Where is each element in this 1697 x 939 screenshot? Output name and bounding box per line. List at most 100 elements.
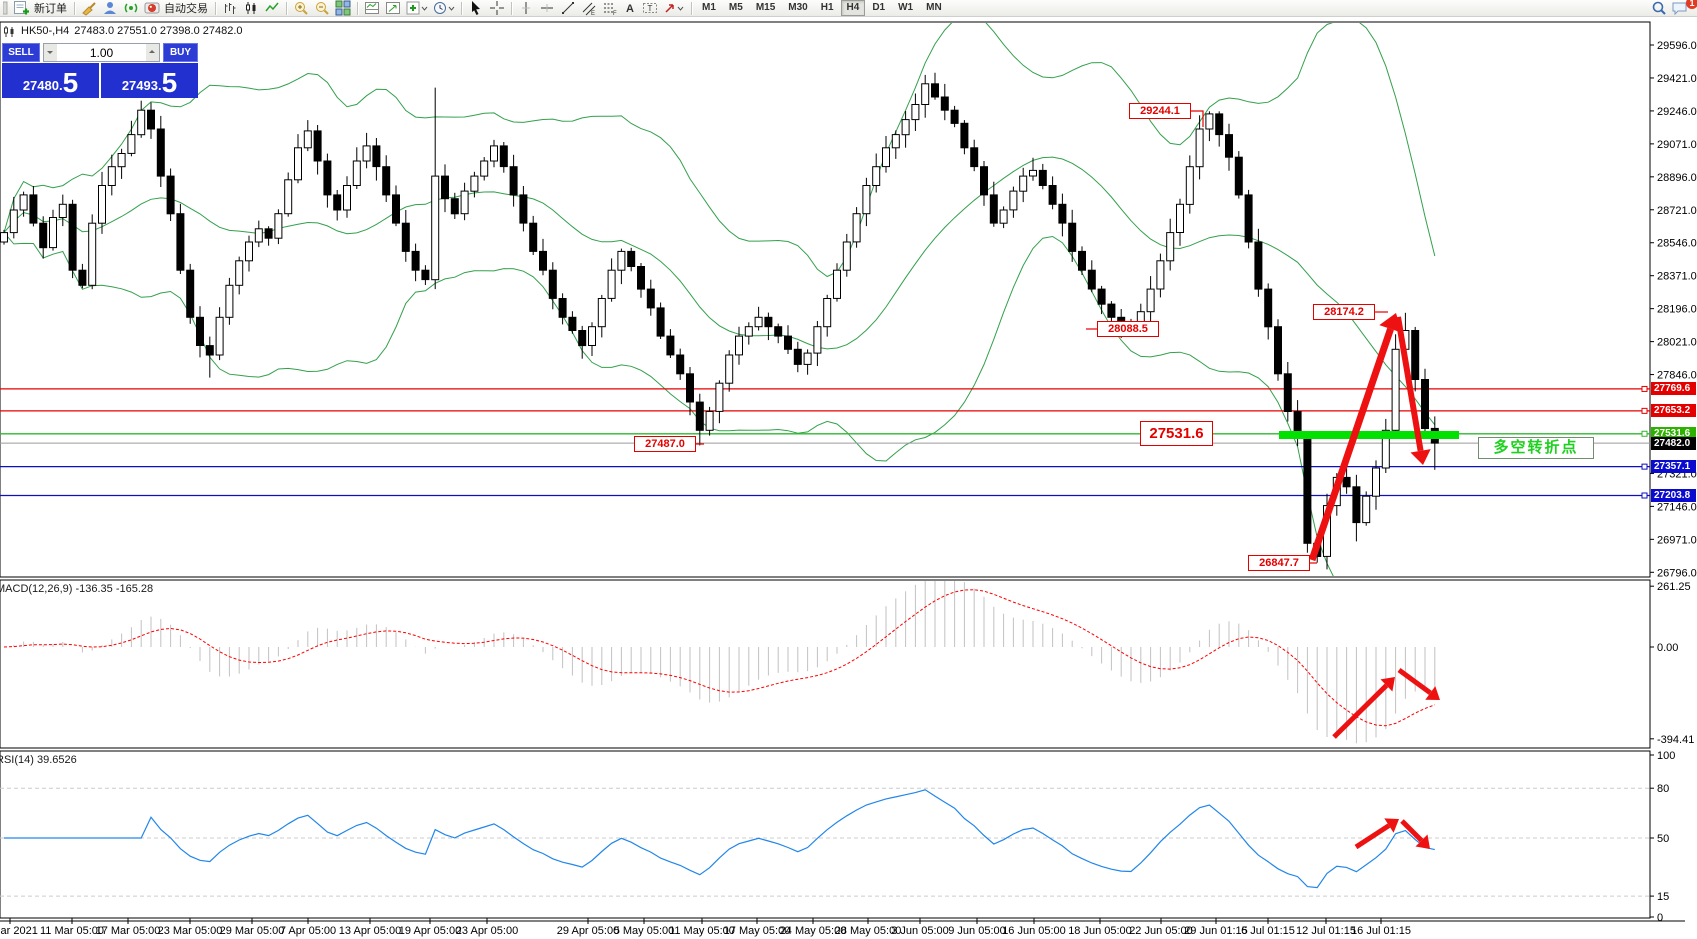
timeframe-button-w1[interactable]: W1 xyxy=(898,2,914,13)
price-tick-label: 28896.0 xyxy=(1657,172,1697,184)
rsi-ind-label: RSI(14) 39.6526 xyxy=(0,754,77,766)
time-tick-label: 17 Mar 05:00 xyxy=(96,925,161,937)
trend-arrow[interactable] xyxy=(1400,819,1424,843)
price-flag[interactable]: 29244.1 xyxy=(1129,103,1191,119)
candle-body xyxy=(1342,476,1351,488)
timeframe-button-d1[interactable]: D1 xyxy=(872,2,886,13)
line-handle[interactable] xyxy=(1641,407,1648,414)
candle-body xyxy=(852,213,861,243)
timeframe-button-m30[interactable]: M30 xyxy=(788,2,808,13)
profiles-icon[interactable] xyxy=(100,0,120,16)
horizontal-line-icon[interactable] xyxy=(537,0,557,16)
fibonacci-icon[interactable]: F xyxy=(600,0,620,16)
trend-arrow[interactable] xyxy=(1397,667,1432,695)
volume-input[interactable] xyxy=(57,44,146,61)
timeframe-button-mn[interactable]: MN xyxy=(926,2,942,13)
new-order-label[interactable]: 新订单 xyxy=(34,3,67,15)
trend-arrow[interactable] xyxy=(1354,823,1391,850)
trend-arrow[interactable] xyxy=(1395,316,1424,452)
line-chart-icon[interactable] xyxy=(262,0,282,16)
candle-body xyxy=(1264,288,1273,328)
candle-body xyxy=(519,194,528,224)
svg-text:E: E xyxy=(591,11,595,16)
timeframe-button-m5[interactable]: M5 xyxy=(728,2,743,13)
indicators-list-icon[interactable] xyxy=(383,0,403,16)
candle-body xyxy=(98,185,106,224)
candle-body xyxy=(607,269,616,299)
line-handle[interactable] xyxy=(1641,430,1648,437)
candle-body xyxy=(205,345,214,356)
buy-price-display[interactable]: 27493. 5 xyxy=(101,63,198,98)
broom-icon[interactable] xyxy=(79,0,99,16)
crosshair-icon[interactable] xyxy=(487,0,507,16)
support-band-object[interactable] xyxy=(1279,431,1459,439)
candle-body xyxy=(245,241,253,262)
text-icon[interactable]: A xyxy=(621,0,639,16)
sell-price-pip: 5 xyxy=(62,67,79,98)
volume-decrease-button[interactable] xyxy=(44,44,57,61)
candle-body xyxy=(1048,185,1057,205)
add-indicator-icon[interactable] xyxy=(404,0,430,16)
candle-body xyxy=(999,209,1008,224)
sell-price-display[interactable]: 27480. 5 xyxy=(2,63,99,98)
new-order-icon[interactable] xyxy=(11,0,32,16)
candle-body xyxy=(470,175,479,192)
text-label-icon[interactable]: T xyxy=(640,0,660,16)
price-flag[interactable]: 28088.5 xyxy=(1097,321,1159,337)
autotrading-label[interactable]: 自动交易 xyxy=(164,3,208,15)
period-clock-icon[interactable] xyxy=(431,0,457,16)
candle-body xyxy=(490,145,498,162)
toolbar-separator xyxy=(74,1,75,15)
note-text-object[interactable]: 多空转折点 xyxy=(1478,437,1594,459)
zoom-in-icon[interactable] xyxy=(291,0,311,16)
notification-badge[interactable]: 1 xyxy=(1686,0,1697,9)
time-tick-label: 22 Jun 05:00 xyxy=(1129,925,1193,937)
timeframe-button-m15[interactable]: M15 xyxy=(755,2,776,13)
trend-arrow[interactable] xyxy=(1308,327,1394,562)
zoom-out-icon[interactable] xyxy=(312,0,332,16)
buy-price-pip: 5 xyxy=(161,67,178,98)
price-flag[interactable]: 28174.2 xyxy=(1313,304,1375,320)
trendline-icon[interactable] xyxy=(558,0,578,16)
candle-body xyxy=(343,185,351,211)
bar-chart-icon[interactable] xyxy=(220,0,240,16)
volume-increase-button[interactable] xyxy=(146,44,159,61)
equidistant-channel-icon[interactable]: E xyxy=(579,0,599,16)
candle-body xyxy=(323,160,332,196)
search-icon[interactable] xyxy=(1649,0,1669,16)
candlestick-chart-icon[interactable] xyxy=(241,0,261,16)
sell-button[interactable]: SELL xyxy=(2,43,40,62)
candle-body xyxy=(597,298,606,328)
price-flag[interactable]: 26847.7 xyxy=(1248,555,1310,571)
tile-windows-icon[interactable] xyxy=(333,0,353,16)
buy-button[interactable]: BUY xyxy=(163,43,198,62)
candle-body xyxy=(1411,330,1420,380)
vertical-line-icon[interactable] xyxy=(516,0,536,16)
trend-arrow[interactable] xyxy=(1332,683,1389,739)
timeframe-button-h1[interactable]: H1 xyxy=(820,2,834,13)
line-handle[interactable] xyxy=(1641,492,1648,499)
candle-body xyxy=(333,194,342,211)
indicators-window-icon[interactable] xyxy=(362,0,382,16)
cursor-icon[interactable] xyxy=(466,0,486,16)
candle-body xyxy=(58,203,67,219)
macd-panel-frame xyxy=(0,579,1651,749)
autotrading-icon[interactable] xyxy=(142,0,162,16)
signal-icon[interactable] xyxy=(121,0,141,16)
price-flag[interactable]: 27531.6 xyxy=(1140,421,1213,446)
timeframe-button-m1[interactable]: M1 xyxy=(702,2,716,13)
candle-body xyxy=(1381,429,1390,469)
line-handle[interactable] xyxy=(1641,463,1648,470)
price-flag[interactable]: 27487.0 xyxy=(634,436,696,452)
candle-body xyxy=(715,382,724,412)
flag-connector xyxy=(1191,110,1204,127)
candle-body xyxy=(1205,113,1214,130)
candle-body xyxy=(421,269,430,281)
arrows-icon[interactable] xyxy=(661,0,687,16)
toolbar-separator xyxy=(286,1,287,15)
macd-tick-label: -394.41 xyxy=(1657,734,1694,746)
line-handle[interactable] xyxy=(1641,385,1648,392)
timeframe-button-h4[interactable]: H4 xyxy=(840,0,866,16)
